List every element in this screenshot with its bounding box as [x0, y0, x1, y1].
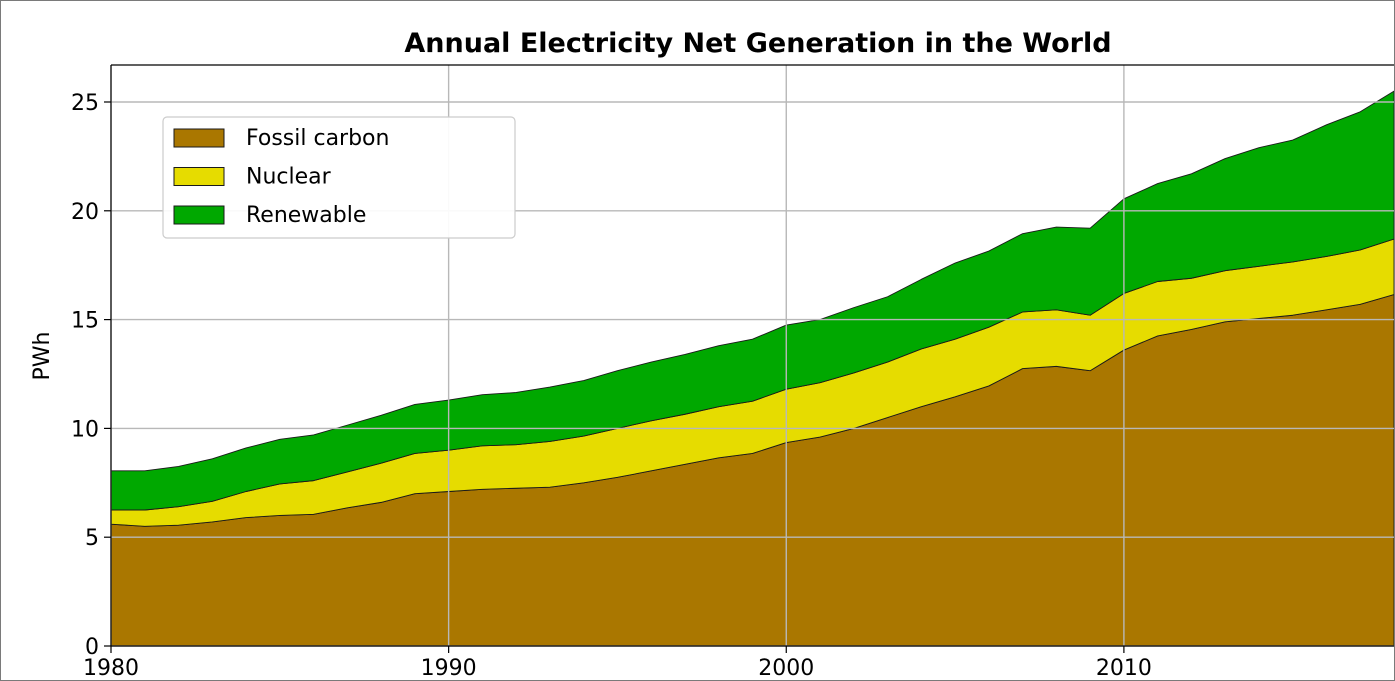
area-renewable — [110, 90, 1394, 511]
y-tick-label-20: 20 — [71, 200, 99, 225]
x-tick-label-2000: 2000 — [758, 656, 814, 680]
x-tick-label-1980: 1980 — [83, 656, 139, 680]
y-tick-label-5: 5 — [85, 526, 99, 551]
legend-label-renewable: Renewable — [246, 203, 366, 228]
legend-label-fossil-carbon: Fossil carbon — [246, 126, 389, 151]
chart-title: Annual Electricity Net Generation in the… — [404, 28, 1111, 59]
legend-box — [162, 116, 516, 239]
y-axis-label: PWh — [30, 332, 55, 381]
legend-swatch-nuclear — [173, 167, 225, 186]
x-tick-label-1990: 1990 — [421, 656, 477, 680]
y-tick-label-15: 15 — [71, 309, 99, 334]
legend-swatch-fossil-carbon — [173, 128, 225, 148]
legend-label-nuclear: Nuclear — [246, 165, 332, 190]
axis-layer: 0 5 10 15 20 25 1980 1990 2000 2010 — [71, 64, 1394, 680]
x-tick-label-2010: 2010 — [1096, 656, 1152, 680]
legend-swatch-renewable — [173, 205, 225, 225]
legend: Fossil carbon Nuclear Renewable — [162, 116, 516, 239]
y-tick-label-0: 0 — [85, 635, 99, 660]
y-tick-label-25: 25 — [71, 91, 99, 116]
y-tick-label-10: 10 — [71, 417, 99, 442]
